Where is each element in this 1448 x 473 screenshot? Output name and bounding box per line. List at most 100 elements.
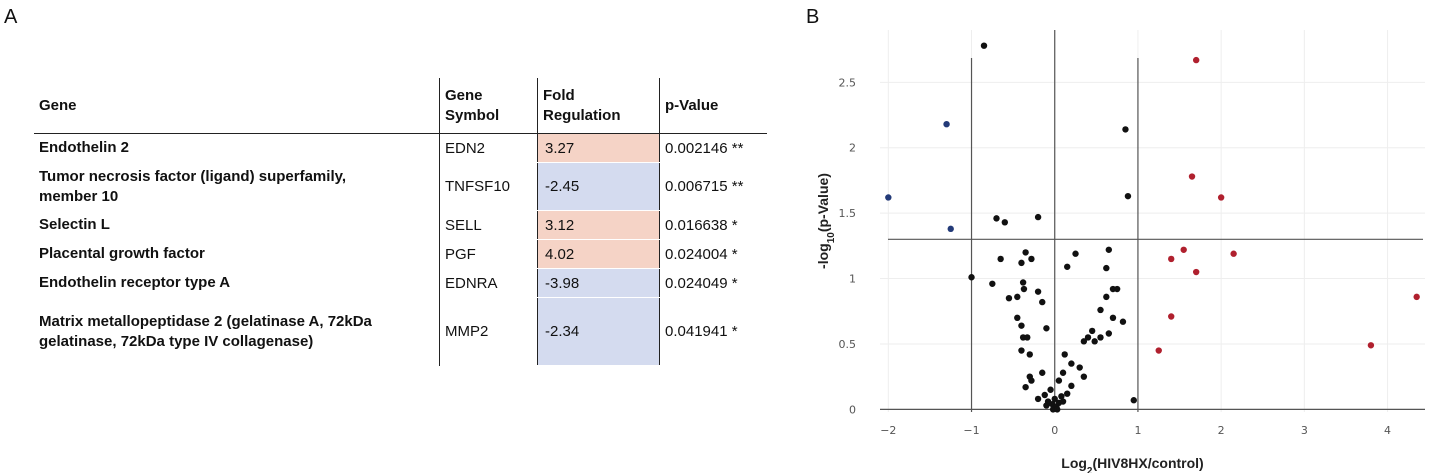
tick-labels: −2 −1 0 1 2 3 4 0 0.5 1 1.5 2 2.5 bbox=[839, 76, 1392, 437]
gene-name-line: Endothelin receptor type A bbox=[39, 274, 231, 291]
data-point-not-significant bbox=[1084, 334, 1092, 341]
data-point-not-significant bbox=[1076, 364, 1083, 371]
data-point-not-significant bbox=[1028, 377, 1035, 384]
table-row: Placental growth factor PGF 4.02 0.024004 * bbox=[34, 239, 767, 269]
x-axis-title: Log2(HIV8HX/control) bbox=[1061, 455, 1203, 473]
data-point-not-significant bbox=[1080, 338, 1088, 345]
data-point-not-significant bbox=[1064, 390, 1071, 397]
y-axis-title-subscript: 10 bbox=[826, 232, 837, 244]
data-point-not-significant bbox=[1022, 383, 1029, 391]
header-fold-line1: Fold bbox=[543, 86, 575, 104]
fold-regulation-cell: -2.45 bbox=[537, 162, 660, 211]
data-point-not-significant bbox=[1124, 192, 1132, 200]
header-gene-symbol: Gene Symbol bbox=[439, 78, 538, 134]
data-point-upregulated bbox=[1192, 268, 1200, 276]
header-p-value: p-Value bbox=[659, 78, 767, 134]
data-point-not-significant bbox=[1068, 382, 1075, 390]
data-point-downregulated bbox=[947, 225, 954, 233]
fold-regulation-cell: -2.34 bbox=[537, 297, 660, 366]
gene-symbol-cell: SELL bbox=[439, 210, 538, 240]
p-value-cell: 0.024004 * bbox=[665, 245, 738, 263]
header-gene: Gene bbox=[34, 78, 440, 134]
data-point-upregulated bbox=[1155, 347, 1162, 354]
gene-name-cell: Endothelin receptor type A bbox=[34, 269, 440, 298]
gene-name-line: Matrix metallopeptidase 2 (gelatinase A,… bbox=[39, 312, 372, 330]
gene-name-cell: Selectin L bbox=[34, 211, 440, 240]
p-value-cell: 0.006715 ** bbox=[665, 178, 744, 195]
data-point-not-significant bbox=[989, 280, 996, 287]
data-point-not-significant bbox=[1041, 391, 1048, 399]
fold-regulation-cell: 3.27 bbox=[537, 133, 660, 163]
data-point-not-significant bbox=[1034, 395, 1042, 403]
data-point-not-significant bbox=[1097, 334, 1104, 341]
data-point-upregulated bbox=[1413, 293, 1420, 301]
data-point-not-significant bbox=[1019, 279, 1027, 286]
y-axis-title-rest: (p-Value) bbox=[815, 173, 831, 232]
data-point-not-significant bbox=[1022, 249, 1029, 256]
table-row: Selectin L SELL 3.12 0.016638 * bbox=[34, 210, 767, 240]
table-row: Tumor necrosis factor (ligand) superfami… bbox=[34, 162, 767, 211]
gene-name-cell: Placental growth factor bbox=[34, 240, 440, 269]
p-value-cell: 0.016638 * bbox=[665, 216, 738, 234]
data-point-not-significant bbox=[993, 215, 1000, 222]
y-axis-title-prefix: -log bbox=[815, 243, 831, 269]
p-value-cell: 0.002146 ** bbox=[665, 139, 744, 157]
gene-symbol-cell: EDNRA bbox=[439, 268, 538, 298]
p-value-cell: 0.041941 * bbox=[665, 323, 738, 340]
data-point-not-significant bbox=[1055, 377, 1063, 384]
gene-name-cell: Endothelin 2 bbox=[34, 134, 440, 163]
x-axis-title-subscript: 2 bbox=[1087, 466, 1093, 473]
data-point-upregulated bbox=[1188, 173, 1196, 180]
gene-table: Gene Gene Symbol Fold Regulation p-Value… bbox=[34, 78, 767, 366]
axes bbox=[880, 30, 1425, 412]
data-point-not-significant bbox=[968, 274, 975, 281]
data-point-not-significant bbox=[1105, 246, 1113, 253]
data-point-downregulated bbox=[943, 120, 950, 128]
data-point-not-significant bbox=[1039, 369, 1046, 376]
data-point-not-significant bbox=[1068, 360, 1075, 367]
data-point-not-significant bbox=[1119, 318, 1127, 325]
gene-name-line: Tumor necrosis factor (ligand) superfami… bbox=[39, 167, 347, 185]
data-point-upregulated bbox=[1168, 255, 1175, 263]
gene-symbol-cell: EDN2 bbox=[439, 133, 538, 163]
data-point-not-significant bbox=[1113, 285, 1121, 293]
x-tick-label: 0 bbox=[1051, 424, 1058, 437]
data-point-not-significant bbox=[1105, 330, 1113, 337]
data-point-not-significant bbox=[1064, 263, 1071, 270]
gene-name-line: member 10 bbox=[39, 187, 119, 205]
gene-name-line: gelatinase, 72kDa type IV collagenase) bbox=[39, 332, 314, 350]
header-symbol-line1: Gene bbox=[445, 86, 483, 104]
data-point-not-significant bbox=[980, 42, 988, 49]
y-tick-label: 0 bbox=[849, 403, 856, 416]
gene-name-line: Selectin L bbox=[39, 216, 110, 233]
table-body: Endothelin 2 EDN2 3.27 0.002146 ** Tumor nec… bbox=[34, 133, 767, 366]
gene-name-line: Placental growth factor bbox=[39, 245, 205, 262]
fold-regulation-cell: 4.02 bbox=[537, 239, 660, 269]
y-tick-label: 2.5 bbox=[839, 76, 857, 89]
data-point-downregulated bbox=[885, 194, 892, 201]
data-point-upregulated bbox=[1367, 342, 1375, 349]
x-tick-label: −1 bbox=[963, 424, 979, 437]
y-axis-title: -log10(p-Value) bbox=[815, 173, 837, 269]
grid-lines bbox=[880, 30, 1425, 412]
data-point-upregulated bbox=[1192, 56, 1200, 64]
data-point-not-significant bbox=[1039, 298, 1046, 306]
fold-regulation-cell: -3.98 bbox=[537, 268, 660, 298]
x-tick-label: 3 bbox=[1301, 424, 1308, 437]
fold-regulation-cell: 3.12 bbox=[537, 210, 660, 240]
data-point-not-significant bbox=[1001, 219, 1009, 226]
data-point-not-significant bbox=[997, 255, 1004, 263]
data-point-upregulated bbox=[1180, 246, 1187, 253]
data-point-not-significant bbox=[1122, 126, 1129, 133]
data-point-not-significant bbox=[1005, 294, 1013, 302]
data-point-not-significant bbox=[1109, 314, 1117, 322]
x-tick-label: −2 bbox=[880, 424, 896, 437]
header-symbol-line2: Symbol bbox=[445, 106, 500, 124]
table-header-row: Gene Gene Symbol Fold Regulation p-Value bbox=[34, 78, 767, 134]
data-point-not-significant bbox=[1043, 325, 1050, 332]
data-point-not-significant bbox=[1026, 351, 1033, 358]
x-tick-label: 1 bbox=[1134, 424, 1141, 437]
gene-symbol-cell: TNFSF10 bbox=[439, 162, 538, 211]
data-point-not-significant bbox=[1130, 397, 1137, 404]
data-point-not-significant bbox=[1091, 338, 1098, 345]
